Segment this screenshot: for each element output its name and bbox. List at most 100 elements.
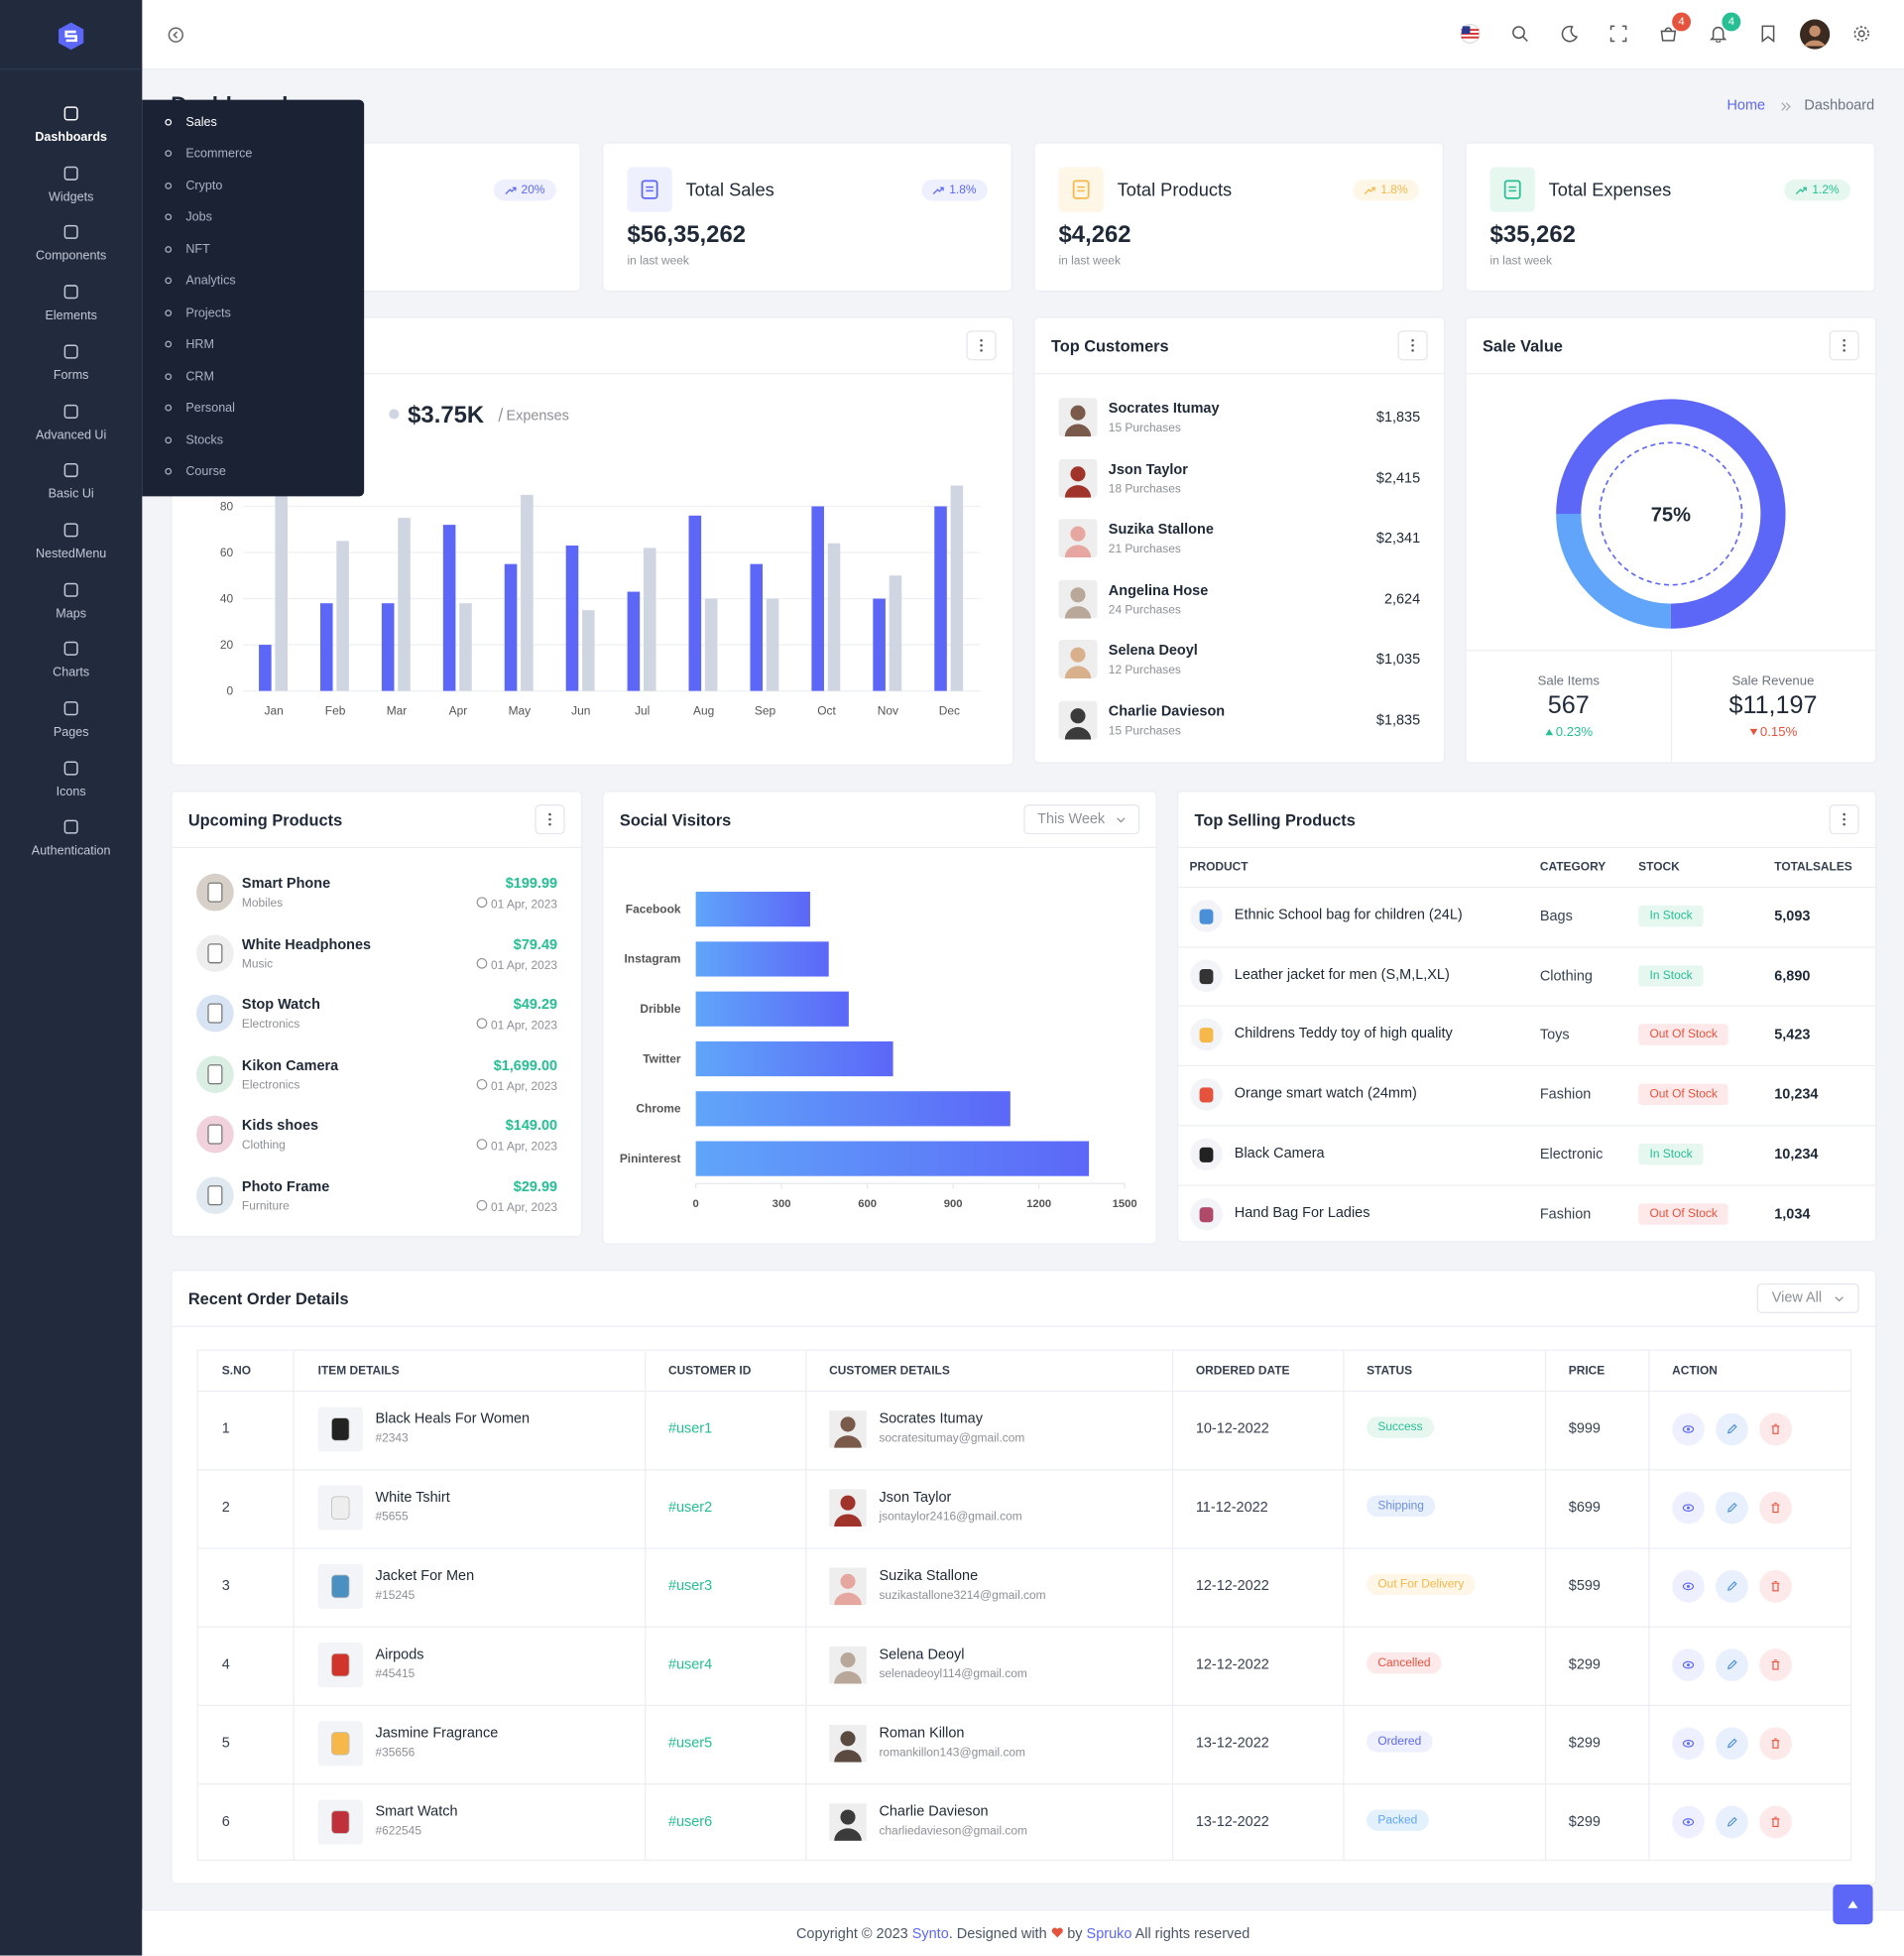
edit-button[interactable]: [1716, 1727, 1748, 1761]
bar: [442, 525, 456, 691]
date-text: 01 Apr, 2023: [490, 1140, 558, 1155]
menu-item[interactable]: Pages: [53, 725, 89, 740]
delete-button[interactable]: [1759, 1570, 1792, 1603]
item-name: Jacket For Men: [375, 1568, 475, 1584]
edit-button[interactable]: [1716, 1491, 1748, 1525]
item-thumb: [317, 1799, 363, 1845]
menu-item[interactable]: Dashboards: [35, 131, 107, 145]
customer-id[interactable]: #user5: [667, 1736, 713, 1752]
edit-button[interactable]: [1716, 1649, 1748, 1681]
submenu-item[interactable]: CRM: [185, 369, 214, 384]
menu-icon: [63, 642, 78, 657]
submenu-item[interactable]: Course: [185, 464, 226, 479]
icon-shape: [331, 1417, 350, 1441]
delete-button[interactable]: [1759, 1649, 1792, 1681]
ordered-date: 12-12-2022: [1195, 1578, 1269, 1594]
submenu-item[interactable]: Personal: [185, 401, 235, 416]
customer-id[interactable]: #user4: [667, 1657, 713, 1673]
icon-shape: [1686, 1506, 1690, 1510]
user-avatar[interactable]: [1799, 19, 1831, 50]
customer-id[interactable]: #user6: [667, 1814, 713, 1830]
menu-item[interactable]: Forms: [53, 368, 89, 383]
icon-shape: [331, 1732, 350, 1756]
more-button[interactable]: [1829, 330, 1859, 361]
menu-item[interactable]: Maps: [56, 606, 87, 621]
menu-item[interactable]: Advanced Ui: [36, 428, 107, 442]
status-badge: Packed: [1367, 1809, 1429, 1831]
scroll-top-button[interactable]: [1833, 1884, 1873, 1925]
menu-item[interactable]: Icons: [56, 785, 86, 799]
more-button[interactable]: [1829, 804, 1859, 835]
brand-link[interactable]: Synto: [911, 1926, 949, 1942]
delete-button[interactable]: [1759, 1412, 1792, 1446]
icon-shape: [1686, 1663, 1690, 1667]
edit-button[interactable]: [1716, 1412, 1748, 1446]
view-button[interactable]: [1672, 1649, 1705, 1681]
sale-stat-change: 0.23%: [1467, 725, 1671, 740]
sidebar-toggle[interactable]: [167, 26, 184, 44]
submenu-item[interactable]: Crypto: [185, 179, 223, 193]
cart-icon[interactable]: [1660, 25, 1678, 43]
customer-id[interactable]: #user2: [667, 1500, 713, 1516]
submenu-item[interactable]: Analytics: [185, 274, 236, 289]
menu-item[interactable]: Elements: [45, 308, 97, 323]
more-button[interactable]: [535, 804, 565, 835]
settings-icon[interactable]: [1852, 25, 1870, 43]
product-price: $49.29: [513, 997, 558, 1013]
bookmark-icon[interactable]: [1760, 25, 1775, 43]
clock-icon: [476, 1139, 487, 1150]
customer-id[interactable]: #user3: [667, 1578, 713, 1594]
column-header: PRICE: [1568, 1364, 1606, 1379]
submenu-item[interactable]: Ecommerce: [185, 147, 253, 162]
breadcrumb-link[interactable]: Home: [1726, 98, 1766, 114]
fullscreen-icon[interactable]: [1609, 25, 1627, 43]
icon-shape: [207, 1184, 223, 1205]
icon-shape: [1070, 405, 1086, 421]
theme-toggle[interactable]: [1561, 25, 1579, 43]
icon-shape: [165, 245, 173, 253]
view-button[interactable]: [1672, 1412, 1705, 1446]
customer-purchases: 18 Purchases: [1108, 481, 1181, 496]
view-button[interactable]: [1672, 1570, 1705, 1603]
author-link[interactable]: Spruko: [1086, 1926, 1132, 1942]
submenu-item[interactable]: Sales: [185, 115, 217, 130]
price: $999: [1568, 1421, 1601, 1437]
customer-name: Roman Killon: [879, 1726, 965, 1742]
menu-item[interactable]: Charts: [53, 666, 90, 680]
sale-stat-label: Sale Revenue: [1731, 672, 1815, 689]
submenu-item[interactable]: Jobs: [185, 210, 212, 225]
filter-dropdown[interactable]: This Week: [1023, 804, 1140, 835]
product-price: $149.00: [505, 1118, 558, 1134]
delete-button[interactable]: [1759, 1491, 1792, 1525]
icon-shape: [840, 1416, 856, 1432]
edit-button[interactable]: [1716, 1570, 1748, 1603]
bar: [565, 546, 579, 691]
edit-button[interactable]: [1716, 1805, 1748, 1839]
delete-button[interactable]: [1759, 1805, 1792, 1839]
menu-item[interactable]: Widgets: [48, 189, 94, 204]
menu-item[interactable]: NestedMenu: [36, 547, 107, 561]
search-icon[interactable]: [1511, 25, 1529, 43]
language-flag[interactable]: [1460, 23, 1481, 45]
view-button[interactable]: [1672, 1805, 1705, 1839]
more-button[interactable]: [966, 330, 997, 361]
view-button[interactable]: [1672, 1491, 1705, 1525]
delete-button[interactable]: [1759, 1727, 1792, 1761]
menu-item[interactable]: Authentication: [31, 844, 111, 859]
view-button[interactable]: [1672, 1727, 1705, 1761]
menu-item[interactable]: Basic Ui: [48, 487, 94, 502]
view-all-button[interactable]: View All: [1756, 1283, 1859, 1314]
submenu-item[interactable]: NFT: [185, 242, 210, 257]
icon-shape: [165, 182, 173, 189]
menu-item[interactable]: Components: [36, 249, 107, 264]
more-button[interactable]: [1397, 330, 1428, 361]
notification-icon[interactable]: [1709, 25, 1727, 43]
customer-id[interactable]: #user1: [667, 1421, 713, 1437]
submenu-item[interactable]: Stocks: [185, 432, 224, 447]
logo[interactable]: [57, 21, 86, 51]
submenu-item[interactable]: HRM: [185, 337, 214, 352]
action-icon: [1771, 1502, 1780, 1514]
submenu-item[interactable]: Projects: [185, 306, 231, 320]
date-text: 01 Apr, 2023: [490, 1079, 558, 1094]
x-tick-label: Apr: [449, 703, 468, 717]
